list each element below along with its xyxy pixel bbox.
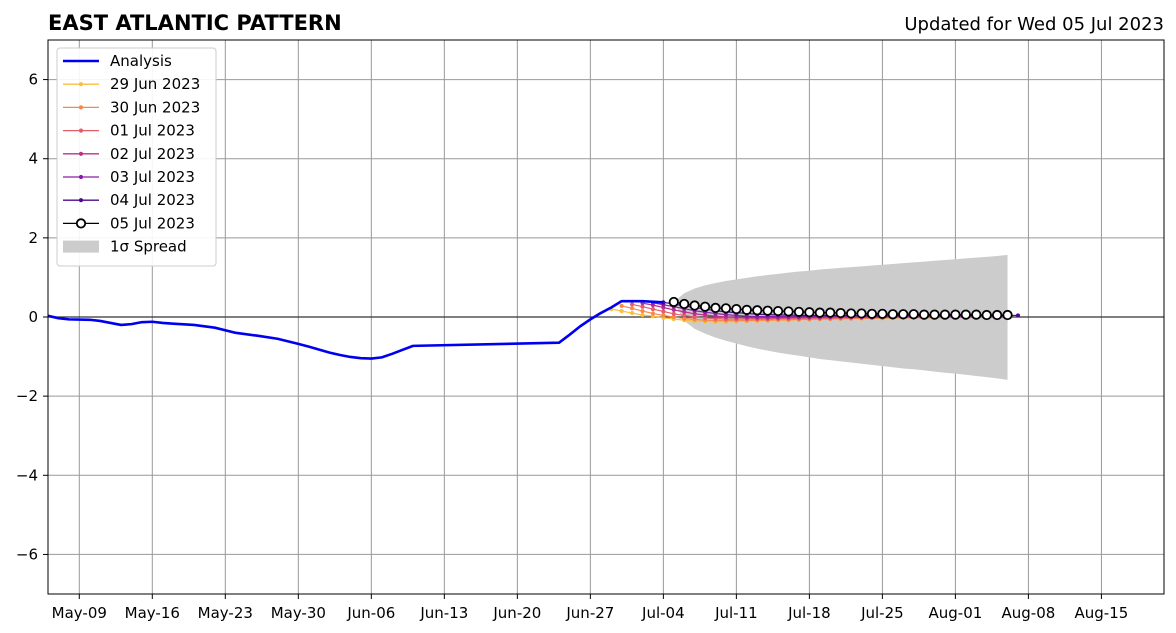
legend-label: 1σ Spread [110,238,187,256]
chart-subtitle: Updated for Wed 05 Jul 2023 [904,14,1164,35]
x-tick-label: Jun-13 [419,604,468,622]
forecast-point [804,307,815,318]
x-tick-label: May-16 [125,604,180,622]
forecast-point [619,308,624,314]
legend-box [56,47,217,267]
forecast-point [908,309,919,320]
forecast-point [668,296,679,308]
legend-swatch-marker [78,82,84,87]
y-tick-label: 0 [28,308,38,326]
legend-label: 04 Jul 2023 [110,191,195,209]
y-tick-label: 4 [28,150,38,168]
forecast-point [650,311,656,316]
forecast-point [835,307,846,319]
forecast-point [960,309,971,320]
legend-label: 30 Jun 2023 [110,98,200,116]
x-tick-label: Jul-04 [641,604,685,622]
forecast-point [640,308,645,314]
y-tick-label: −4 [16,466,38,484]
forecast-point [741,304,752,315]
legend-swatch-marker [78,198,84,203]
y-axis: 6 4 2 0 −2 −4 −6 [16,71,48,563]
legend-label: Analysis [110,52,172,70]
y-tick-label: −2 [16,387,38,405]
x-tick-label: May-30 [271,604,326,622]
forecast-point [650,306,656,312]
forecast-point [629,310,635,316]
forecast-point [671,311,676,316]
forecast-point [971,309,982,320]
x-tick-label: Aug-15 [1075,604,1129,622]
forecast-point [1015,313,1021,318]
forecast-point [856,308,867,319]
legend-swatch-marker [78,174,84,180]
legend-swatch-marker [78,105,84,110]
forecast-point [661,309,666,314]
forecast-point [793,306,805,317]
forecast-point [772,305,784,317]
forecast-point [762,305,773,316]
legend-swatch-marker [78,128,84,133]
forecast-point [661,313,666,318]
forecast-point [846,308,857,319]
forecast-point [720,303,732,314]
forecast-point [629,306,635,311]
forecast-point [699,301,711,312]
legend-label: 05 Jul 2023 [110,214,195,232]
forecast-point [731,303,742,315]
forecast-point [682,313,687,318]
forecast-point [710,302,721,313]
legend-label: 02 Jul 2023 [110,145,195,163]
y-tick-label: 2 [28,229,38,247]
chart-title: EAST ATLANTIC PATTERN [48,11,342,35]
x-tick-label: May-23 [198,604,253,622]
forecast-point [752,305,763,316]
forecast-point [640,312,645,318]
legend-label: 03 Jul 2023 [110,168,195,186]
series-layer [47,296,1021,360]
forecast-point [887,309,898,320]
x-tick-label: Jun-27 [565,604,614,622]
forecast-point [950,309,961,320]
x-tick-label: Jun-20 [492,604,541,622]
x-tick-label: Jul-11 [714,604,758,622]
y-tick-label: 6 [28,71,38,89]
forecast-point [640,304,645,309]
forecast-point [679,298,690,310]
x-tick-label: Aug-08 [1002,604,1056,622]
legend-swatch-spread [63,240,99,253]
forecast-point [929,309,940,320]
forecast-point [783,306,794,317]
x-tick-label: Aug-01 [929,604,983,622]
x-axis: May-09 May-16 May-23 May-30 Jun-06 Jun-13 Jun-… [52,594,1129,622]
analysis-line [47,299,664,360]
legend-label: 29 Jun 2023 [110,75,200,93]
forecast-point [992,309,1003,321]
forecast-point [866,308,878,319]
forecast-point [919,309,930,320]
x-tick-label: Jul-18 [787,604,831,622]
forecast-point [981,309,992,321]
forecast-point [898,309,909,320]
forecast-point [689,300,700,311]
x-tick-label: Jun-06 [346,604,395,622]
forecast-point [825,307,836,318]
forecast-point [939,309,951,320]
x-tick-label: May-09 [52,604,107,622]
forecast-point [629,302,635,307]
y-tick-label: −6 [16,545,38,563]
forecast-point [1002,309,1013,321]
forecast-point [877,308,888,319]
legend-swatch-marker [75,218,87,229]
legend-label: 01 Jul 2023 [110,122,195,140]
legend: Analysis 29 Jun 2023 30 Jun 2023 01 Jul 202… [56,47,217,267]
forecast-point [814,307,825,318]
forecast-point [619,303,624,309]
x-tick-label: Jul-25 [860,604,904,622]
legend-swatch-marker [78,151,84,156]
